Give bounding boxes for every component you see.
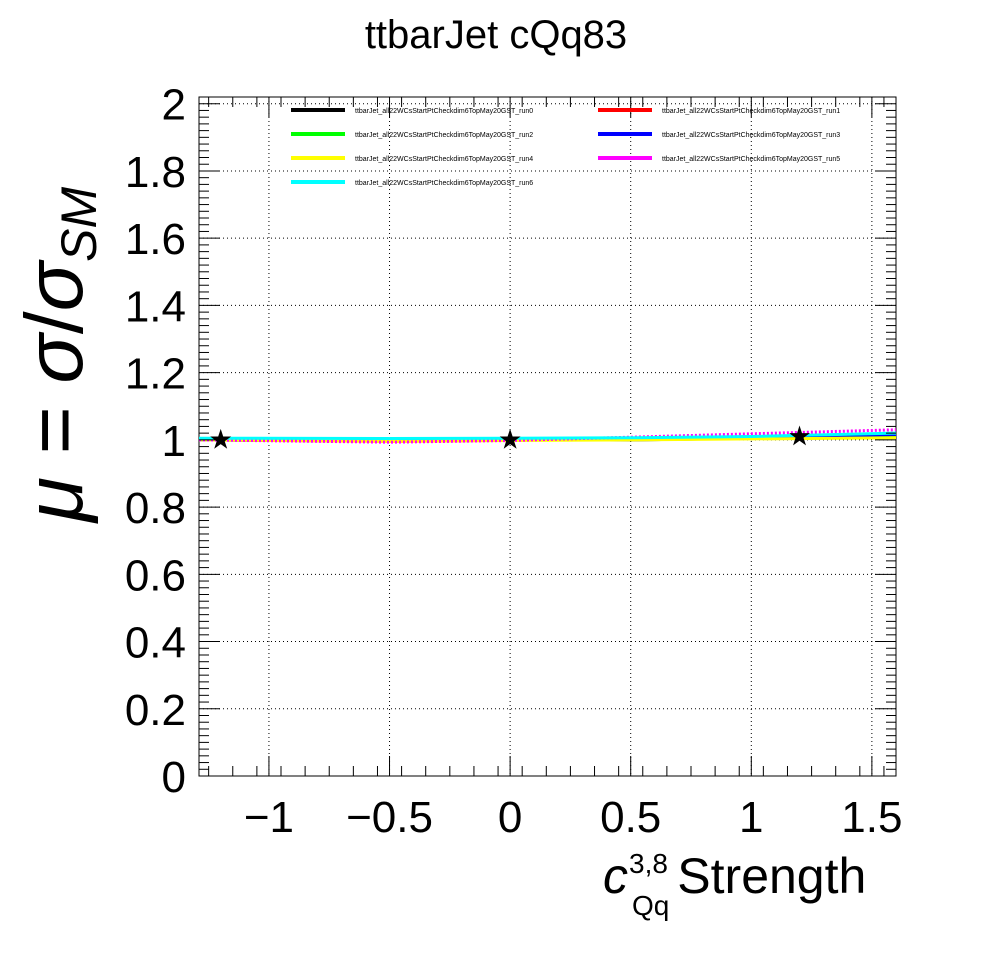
y-tick-label: 1.2 — [125, 350, 186, 399]
x-tick-label: −0.5 — [346, 793, 433, 842]
legend-label-2: ttbarJet_all22WCsStartPtCheckdim6TopMay2… — [355, 132, 533, 139]
star-marker — [499, 428, 521, 449]
x-tick-label: 1.5 — [841, 793, 902, 842]
y-tick-label: 0.6 — [125, 551, 186, 600]
series-lines — [198, 428, 897, 444]
chart-title: ttbarJet cQq83 — [365, 13, 627, 57]
star-marker — [210, 428, 232, 449]
y-tick-label: 1 — [162, 417, 186, 466]
legend: ttbarJet_all22WCsStartPtCheckdim6TopMay2… — [291, 108, 840, 187]
x-axis-label: c3,8 QqStrength — [603, 848, 866, 921]
legend-label-3: ttbarJet_all22WCsStartPtCheckdim6TopMay2… — [662, 132, 840, 139]
y-tick-label: 1.8 — [125, 148, 186, 197]
y-tick-label: 1.6 — [125, 215, 186, 264]
y-tick-label: 0.2 — [125, 686, 186, 735]
y-tick-label: 0.4 — [125, 619, 186, 668]
legend-label-5: ttbarJet_all22WCsStartPtCheckdim6TopMay2… — [662, 156, 840, 163]
y-axis-label: μ = σ/σSM — [9, 187, 107, 524]
legend-label-1: ttbarJet_all22WCsStartPtCheckdim6TopMay2… — [662, 108, 840, 115]
y-tick-label: 1.4 — [125, 282, 186, 331]
star-marker — [789, 425, 810, 446]
series-line-6 — [198, 431, 897, 441]
data-markers — [210, 425, 810, 449]
x-tick-label: 0.5 — [600, 793, 661, 842]
legend-label-6: ttbarJet_all22WCsStartPtCheckdim6TopMay2… — [355, 180, 533, 187]
x-tick-label: −1 — [244, 793, 294, 842]
x-tick-label: 0 — [498, 793, 522, 842]
series-line-5 — [198, 428, 897, 444]
y-tick-label: 2 — [162, 81, 186, 130]
y-tick-label: 0.8 — [125, 484, 186, 533]
series-line-4 — [198, 436, 897, 444]
legend-label-4: ttbarJet_all22WCsStartPtCheckdim6TopMay2… — [355, 156, 533, 163]
y-tick-label: 0 — [162, 753, 186, 802]
legend-label-0: ttbarJet_all22WCsStartPtCheckdim6TopMay2… — [355, 108, 533, 115]
axes: −1 −0.5 0 0.5 1 1.5 0 0.2 0.4 0.6 0.8 1 1.2 1.4 1.6 1.8… — [125, 81, 903, 842]
x-tick-label: 1 — [739, 793, 763, 842]
